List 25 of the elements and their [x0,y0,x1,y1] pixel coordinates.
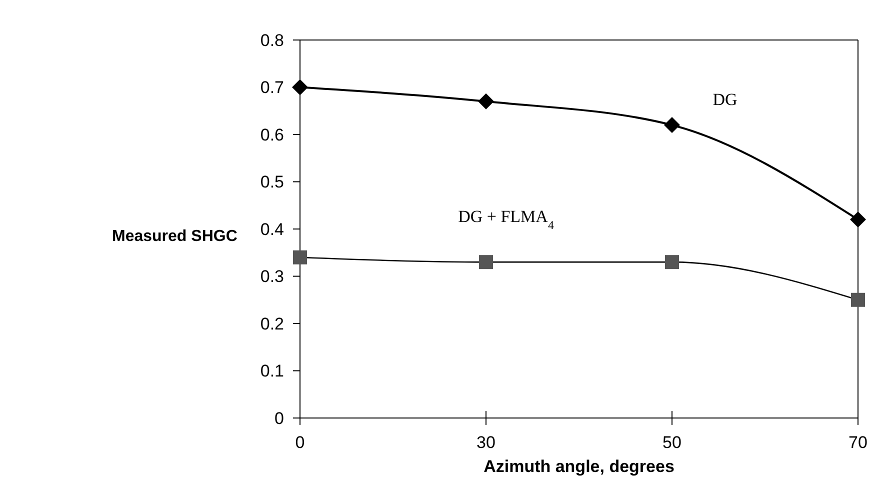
series-label: DG + FLMA$_{4}$ [458,207,554,232]
series-label: DG [712,90,738,110]
y-axis-title: Measured SHGC [112,228,238,245]
point [665,255,679,270]
y-tick-label: 0.2 [260,314,284,334]
x-tick-label: 0 [295,433,305,452]
point [293,250,307,264]
y-tick-label: 0.3 [260,267,284,286]
x-tick-label: 70 [848,433,868,452]
x-axis-title: Azimuth angle, degrees [484,457,674,476]
point [478,93,494,110]
y-tick-label: 0 [274,408,284,428]
x-tick-label: 50 [662,433,682,452]
y-tick-label: 0.7 [260,78,284,98]
x-tick-label: 30 [476,433,496,452]
y-tick-label: 0.4 [260,220,284,239]
y-tick-label: 0.5 [260,172,284,192]
point [479,255,493,270]
point [664,117,680,134]
point [292,79,308,96]
y-tick-label: 0.6 [260,125,284,144]
point [851,292,865,307]
y-tick-label: 0.8 [260,30,284,50]
point [850,212,866,228]
y-tick-label: 0.1 [260,362,284,381]
